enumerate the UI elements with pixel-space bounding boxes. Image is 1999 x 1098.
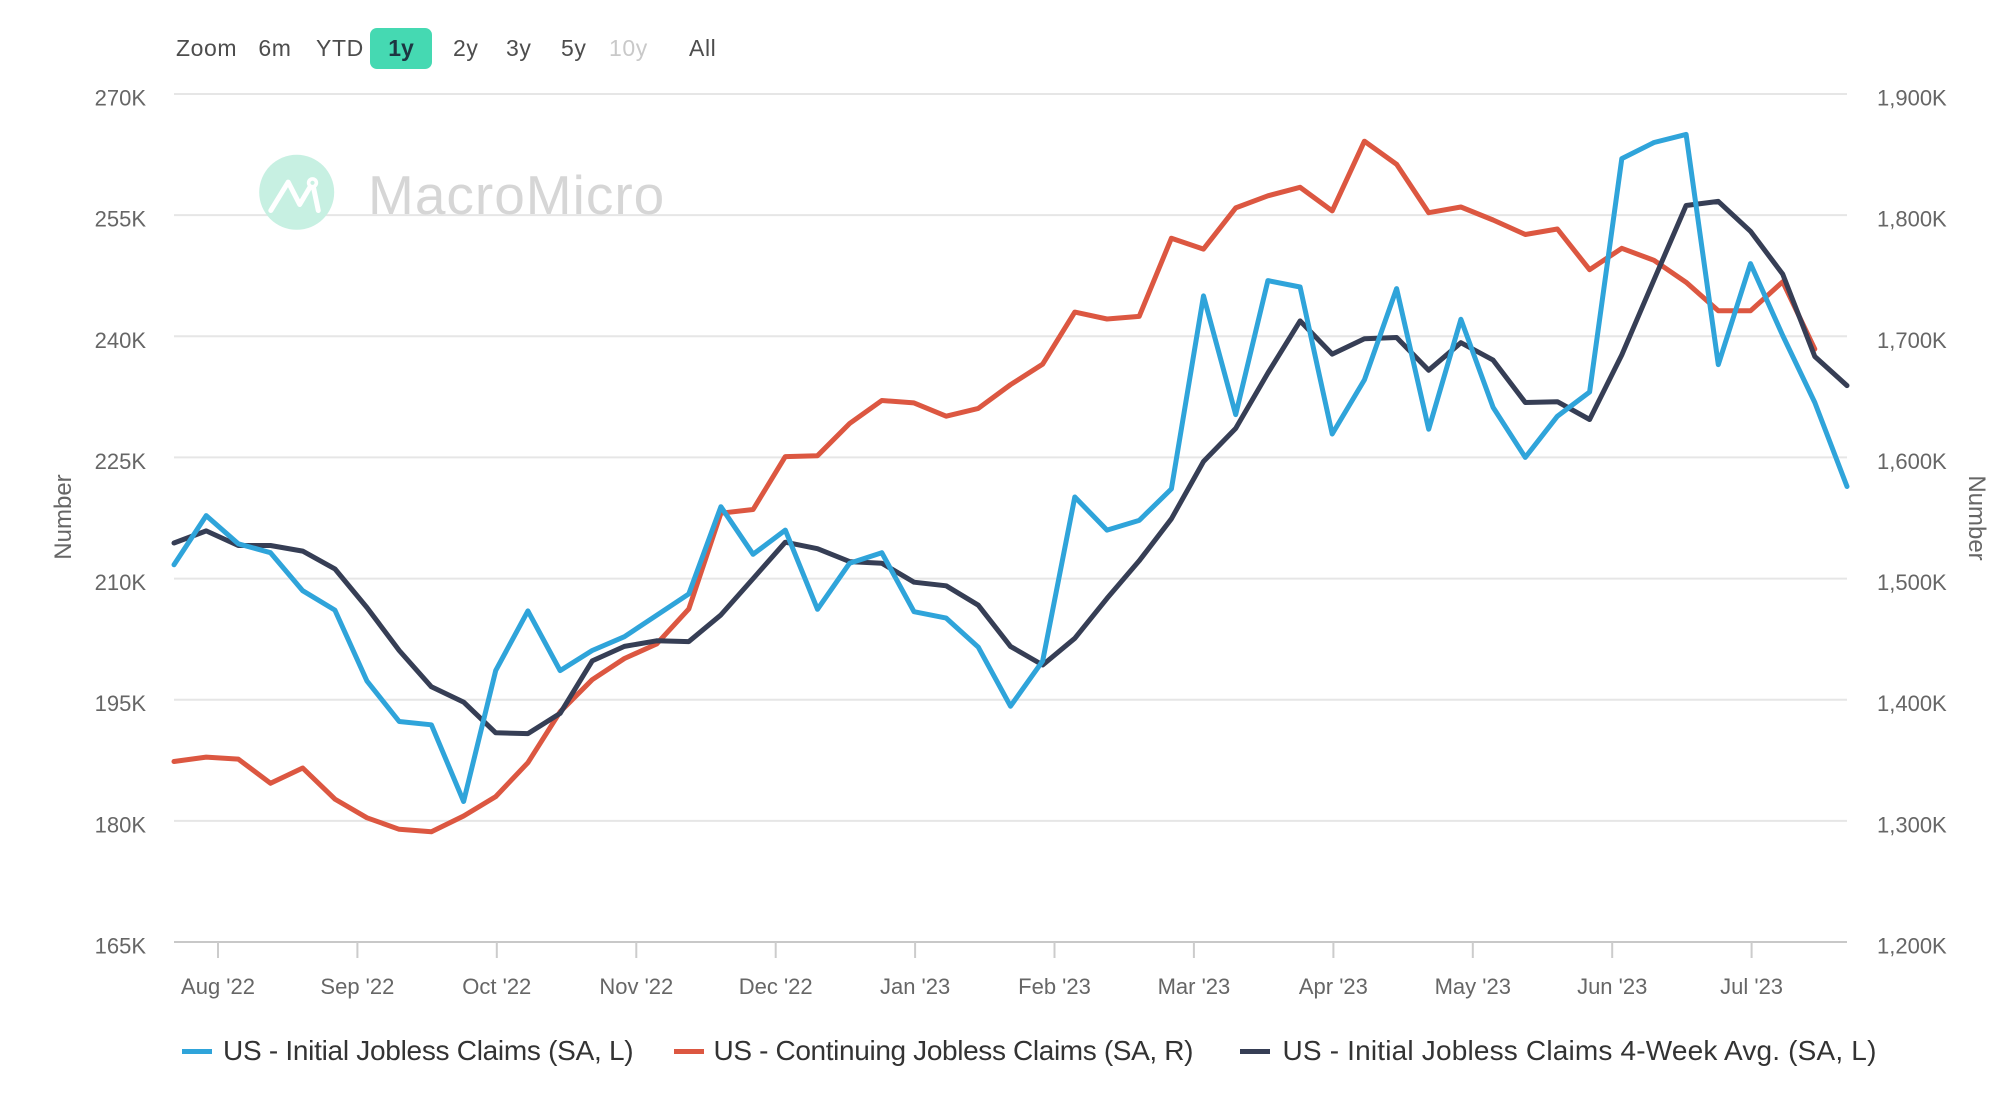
svg-text:Dec '22: Dec '22 bbox=[739, 974, 813, 999]
svg-text:Feb '23: Feb '23 bbox=[1018, 974, 1091, 999]
svg-text:270K: 270K bbox=[95, 86, 147, 111]
svg-text:Sep '22: Sep '22 bbox=[320, 974, 394, 999]
svg-text:Number: Number bbox=[1963, 475, 1990, 560]
svg-text:240K: 240K bbox=[95, 328, 147, 353]
svg-text:210K: 210K bbox=[95, 570, 147, 595]
svg-text:195K: 195K bbox=[95, 691, 147, 716]
svg-text:US - Initial Jobless Claims 4-: US - Initial Jobless Claims 4-Week Avg. … bbox=[1283, 1035, 1877, 1066]
svg-text:Oct '22: Oct '22 bbox=[462, 974, 531, 999]
svg-text:Jun '23: Jun '23 bbox=[1577, 974, 1647, 999]
svg-text:Jul '23: Jul '23 bbox=[1720, 974, 1783, 999]
svg-text:Number: Number bbox=[50, 474, 77, 559]
svg-text:1,500K: 1,500K bbox=[1877, 570, 1947, 595]
svg-text:Mar '23: Mar '23 bbox=[1158, 974, 1231, 999]
svg-text:1,200K: 1,200K bbox=[1877, 934, 1947, 959]
svg-text:1,300K: 1,300K bbox=[1877, 812, 1947, 837]
svg-text:165K: 165K bbox=[95, 934, 147, 959]
svg-text:1,800K: 1,800K bbox=[1877, 207, 1947, 232]
svg-text:1,600K: 1,600K bbox=[1877, 449, 1947, 474]
svg-text:US - Continuing Jobless Claims: US - Continuing Jobless Claims (SA, R) bbox=[714, 1035, 1194, 1066]
svg-text:255K: 255K bbox=[95, 207, 147, 232]
svg-text:180K: 180K bbox=[95, 812, 147, 837]
svg-text:US - Initial Jobless Claims (S: US - Initial Jobless Claims (SA, L) bbox=[223, 1035, 633, 1066]
svg-text:1,700K: 1,700K bbox=[1877, 328, 1947, 353]
svg-text:Jan '23: Jan '23 bbox=[880, 974, 950, 999]
svg-text:1,400K: 1,400K bbox=[1877, 691, 1947, 716]
svg-text:May '23: May '23 bbox=[1435, 974, 1511, 999]
svg-text:Apr '23: Apr '23 bbox=[1299, 974, 1368, 999]
svg-text:Nov '22: Nov '22 bbox=[599, 974, 673, 999]
svg-text:1,900K: 1,900K bbox=[1877, 86, 1947, 111]
svg-text:MacroMicro: MacroMicro bbox=[368, 164, 665, 226]
svg-text:Aug '22: Aug '22 bbox=[181, 974, 255, 999]
svg-text:225K: 225K bbox=[95, 449, 147, 474]
